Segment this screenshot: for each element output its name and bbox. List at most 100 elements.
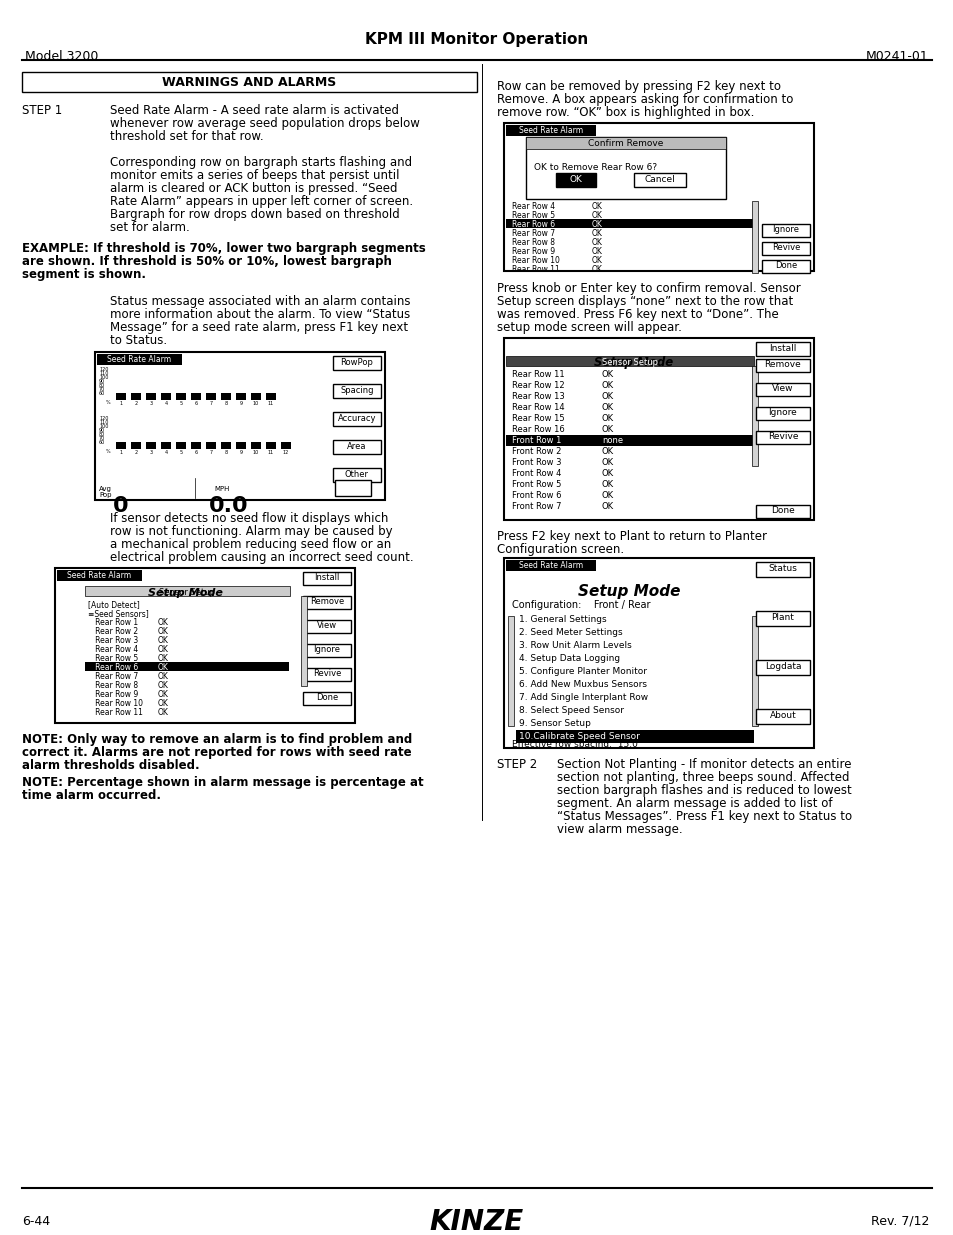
Text: 7. Add Single Interplant Row: 7. Add Single Interplant Row <box>518 693 647 701</box>
Text: Status: Status <box>768 564 797 573</box>
Text: Rear Row 8: Rear Row 8 <box>512 238 555 247</box>
Text: alarm thresholds disabled.: alarm thresholds disabled. <box>22 760 199 772</box>
Text: OK: OK <box>601 403 614 412</box>
Text: Press F2 key next to Plant to return to Planter: Press F2 key next to Plant to return to … <box>497 530 766 543</box>
Text: OK: OK <box>158 672 169 680</box>
Text: threshold set for that row.: threshold set for that row. <box>110 130 263 143</box>
Bar <box>335 480 371 496</box>
Text: Rear Row 4: Rear Row 4 <box>512 203 555 211</box>
Bar <box>303 692 351 705</box>
Text: Seed Rate Alarm: Seed Rate Alarm <box>107 354 171 364</box>
Text: M0241-01: M0241-01 <box>865 49 928 63</box>
Text: 11: 11 <box>268 450 274 454</box>
Text: Setup Mode: Setup Mode <box>148 588 222 598</box>
Bar <box>301 597 307 685</box>
Text: OK: OK <box>158 636 169 645</box>
Bar <box>221 442 231 450</box>
Text: Ignore: Ignore <box>314 645 340 655</box>
Text: Spacing: Spacing <box>340 387 374 395</box>
Text: Rear Row 10: Rear Row 10 <box>512 256 559 266</box>
Text: Rear Row 1: Rear Row 1 <box>88 618 138 627</box>
Text: 6. Add New Muxbus Sensors: 6. Add New Muxbus Sensors <box>518 680 646 689</box>
Bar <box>116 442 126 450</box>
Text: Setup Mode: Setup Mode <box>578 584 679 599</box>
Text: Bargraph for row drops down based on threshold: Bargraph for row drops down based on thr… <box>110 207 399 221</box>
Text: Front Row 1: Front Row 1 <box>512 436 560 445</box>
Text: Ignore: Ignore <box>772 225 799 233</box>
Text: electrical problem causing an incorrect seed count.: electrical problem causing an incorrect … <box>110 551 414 564</box>
Text: Corresponding row on bargraph starts flashing and: Corresponding row on bargraph starts fla… <box>110 156 412 169</box>
Text: 4. Setup Data Logging: 4. Setup Data Logging <box>518 655 619 663</box>
Text: Rear Row 15: Rear Row 15 <box>512 414 564 424</box>
Bar <box>131 442 141 450</box>
Text: remove row. “OK” box is highlighted in box.: remove row. “OK” box is highlighted in b… <box>497 106 754 119</box>
Text: OK: OK <box>158 618 169 627</box>
Text: Rear Row 6: Rear Row 6 <box>512 220 555 228</box>
Text: Configuration:    Front / Rear: Configuration: Front / Rear <box>512 600 650 610</box>
Text: WARNINGS AND ALARMS: WARNINGS AND ALARMS <box>162 77 336 89</box>
Text: 60: 60 <box>99 440 105 445</box>
Text: Rear Row 5: Rear Row 5 <box>512 211 555 220</box>
Text: 1: 1 <box>119 450 122 454</box>
Bar <box>206 442 215 450</box>
Text: 80: 80 <box>99 383 105 388</box>
Text: Install: Install <box>768 345 796 353</box>
Text: Done: Done <box>770 506 794 515</box>
Text: 3. Row Unit Alarm Levels: 3. Row Unit Alarm Levels <box>518 641 631 650</box>
Text: OK: OK <box>592 238 602 247</box>
Text: OK: OK <box>601 469 614 478</box>
Text: Area: Area <box>347 442 366 451</box>
Bar <box>281 442 291 450</box>
Text: OK: OK <box>601 480 614 489</box>
Text: Front Row 6: Front Row 6 <box>512 492 561 500</box>
Text: 70: 70 <box>99 387 105 391</box>
Text: Press knob or Enter key to confirm removal. Sensor: Press knob or Enter key to confirm remov… <box>497 282 800 295</box>
Text: 8: 8 <box>224 450 228 454</box>
Bar <box>55 568 355 722</box>
Bar <box>503 124 813 270</box>
Text: Front Row 4: Front Row 4 <box>512 469 560 478</box>
Text: OK: OK <box>158 699 169 708</box>
Text: 5: 5 <box>179 401 182 406</box>
Text: Seed Rate Alarm: Seed Rate Alarm <box>518 126 582 135</box>
Bar <box>755 709 809 724</box>
Text: Rear Row 9: Rear Row 9 <box>512 247 555 256</box>
Bar <box>206 393 215 400</box>
Bar <box>22 72 476 91</box>
Bar <box>333 412 380 426</box>
Text: OK: OK <box>592 247 602 256</box>
Text: KPM III Monitor Operation: KPM III Monitor Operation <box>365 32 588 47</box>
Text: Rear Row 7: Rear Row 7 <box>88 672 138 680</box>
Text: Seed Rate Alarm: Seed Rate Alarm <box>67 571 131 580</box>
Text: Other: Other <box>345 471 369 479</box>
Text: OK: OK <box>158 690 169 699</box>
Text: Confirm Remove: Confirm Remove <box>588 140 663 148</box>
Bar <box>303 643 351 657</box>
Text: STEP 2: STEP 2 <box>497 758 537 771</box>
Text: 8: 8 <box>224 401 228 406</box>
Text: OK: OK <box>592 220 602 228</box>
Text: 9. Sensor Setup: 9. Sensor Setup <box>518 719 590 727</box>
Text: none: none <box>601 436 622 445</box>
Bar <box>266 442 275 450</box>
Text: correct it. Alarms are not reported for rows with seed rate: correct it. Alarms are not reported for … <box>22 746 411 760</box>
Text: section not planting, three beeps sound. Affected: section not planting, three beeps sound.… <box>557 771 848 784</box>
Text: Rear Row 11: Rear Row 11 <box>88 708 143 718</box>
Bar <box>161 393 171 400</box>
Text: Pop: Pop <box>99 492 112 498</box>
Text: 2: 2 <box>134 450 137 454</box>
Text: Configuration screen.: Configuration screen. <box>497 543 623 556</box>
Text: 7: 7 <box>210 450 213 454</box>
Text: Section Not Planting - If monitor detects an entire: Section Not Planting - If monitor detect… <box>557 758 851 771</box>
Text: RowPop: RowPop <box>340 358 373 367</box>
Text: NOTE: Only way to remove an alarm is to find problem and: NOTE: Only way to remove an alarm is to … <box>22 734 412 746</box>
Text: monitor emits a series of beeps that persist until: monitor emits a series of beeps that per… <box>110 169 399 182</box>
Text: STEP 1: STEP 1 <box>22 104 62 117</box>
Bar <box>221 393 231 400</box>
Bar <box>251 442 261 450</box>
Text: %: % <box>106 450 111 454</box>
Text: was removed. Press F6 key next to “Done”. The: was removed. Press F6 key next to “Done”… <box>497 308 778 321</box>
Text: Accuracy: Accuracy <box>337 414 375 424</box>
Text: 80: 80 <box>99 432 105 437</box>
Text: Revive: Revive <box>767 432 798 441</box>
